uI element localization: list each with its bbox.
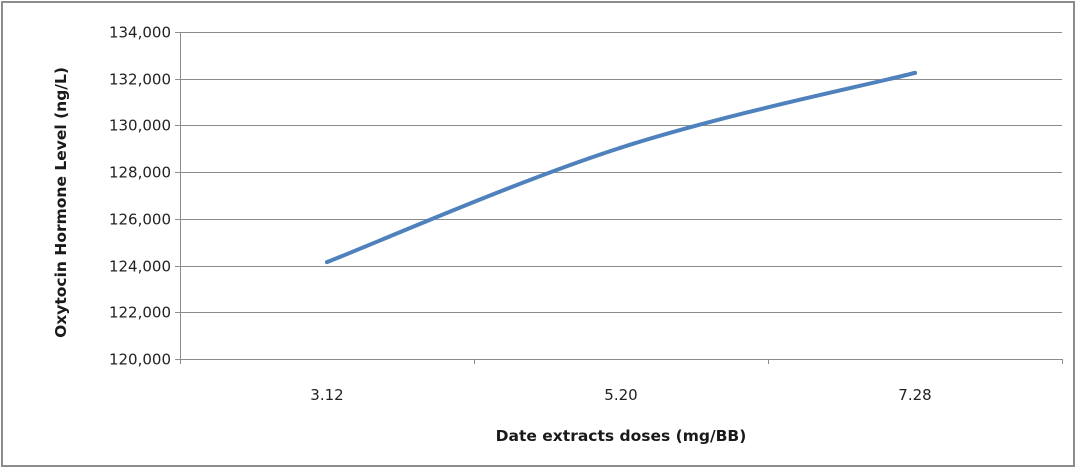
series-layer [325,70,917,265]
data-point [619,145,623,150]
y-tick-label: 124,000 [109,258,171,276]
y-tick-label: 126,000 [109,211,171,229]
y-tick-label: 130,000 [109,117,171,135]
x-axis-title: Date extracts doses (mg/BB) [496,427,747,445]
y-tick-label: 128,000 [109,164,171,182]
data-point [325,260,329,265]
y-tick-label: 122,000 [109,304,171,322]
data-point [913,70,917,75]
x-tick-label: 3.12 [310,386,343,404]
series-line [325,70,917,265]
y-axis-title: Oxytocin Hormone Level (ng/L) [52,67,70,338]
y-tick-label: 120,000 [109,351,171,369]
y-axis-ticks: 120,000 122,000 124,000 126,000 128,000 130,0… [109,24,171,369]
x-axis-ticks: 3.12 5.20 7.28 [310,386,931,404]
axes [175,32,1063,364]
y-tick-label: 134,000 [109,24,171,42]
x-tick-label: 7.28 [898,386,931,404]
y-tick-label: 132,000 [109,71,171,89]
gridlines [180,32,1062,313]
x-tick-label: 5.20 [604,386,637,404]
